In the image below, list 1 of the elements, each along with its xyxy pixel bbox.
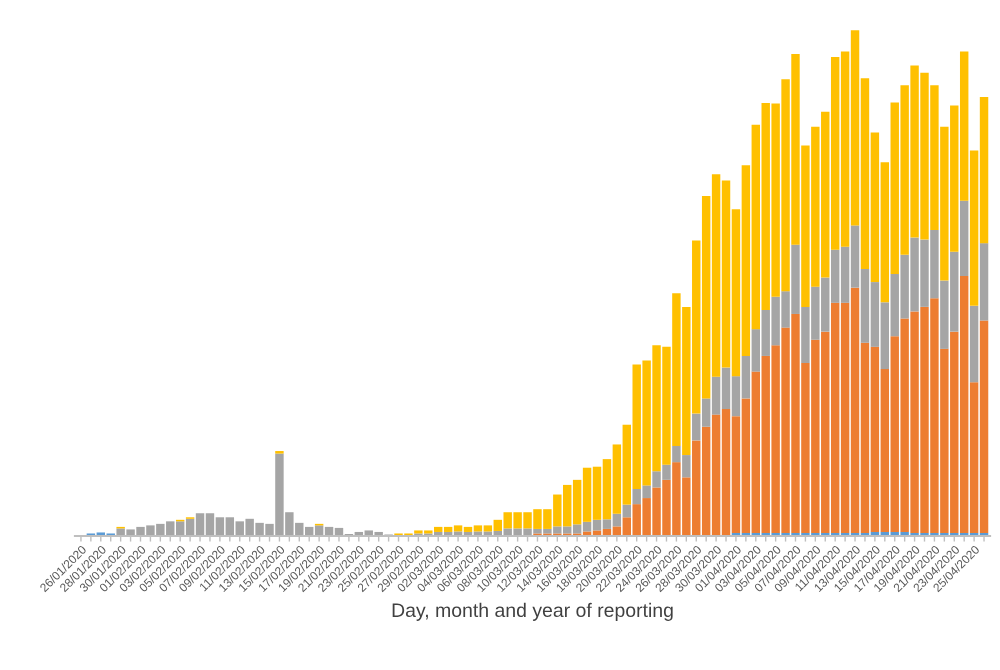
x-axis-title: Day, month and year of reporting bbox=[392, 602, 673, 621]
